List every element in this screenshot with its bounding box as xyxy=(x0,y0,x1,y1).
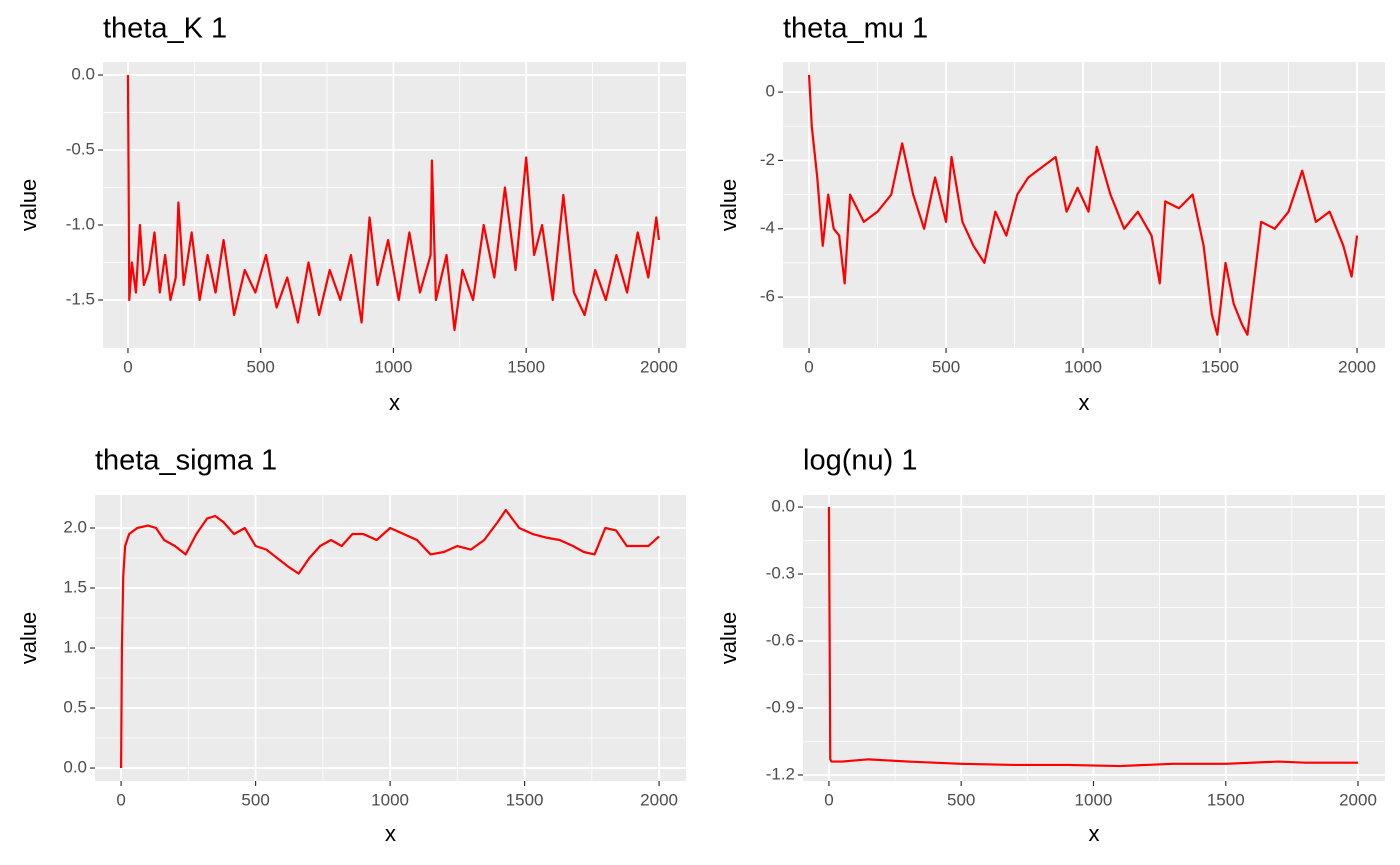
x-tick-label: 500 xyxy=(247,357,275,376)
plot-background xyxy=(103,62,686,348)
panel: 0 500 1000 1500 2000 -1.2 -0.9 -0.6 -0.3 0.0 log(n… xyxy=(716,445,1385,846)
x-axis-title: x xyxy=(385,821,396,846)
y-tick-label: 0.0 xyxy=(771,497,795,516)
x-tick-label: 2000 xyxy=(1338,357,1376,376)
x-tick-label: 1000 xyxy=(1064,357,1102,376)
x-tick-label: 500 xyxy=(241,790,269,809)
panel: 0 500 1000 1500 2000 0.0 0.5 1.0 1.5 2.0 theta_sig… xyxy=(16,445,686,846)
y-tick-label: -0.6 xyxy=(766,630,795,649)
panel-title: theta_mu 1 xyxy=(783,13,928,45)
y-tick-label: -1.2 xyxy=(766,764,795,783)
x-tick-label: 1000 xyxy=(371,790,409,809)
y-tick-label: 0 xyxy=(766,82,775,101)
panel-title: log(nu) 1 xyxy=(803,445,917,477)
y-axis-title: value xyxy=(716,612,741,665)
panel: 0 500 1000 1500 2000 -6 -4 -2 0 theta_mu 1 x value xyxy=(716,13,1385,415)
y-tick-label: -2 xyxy=(760,150,775,169)
x-tick-label: 1500 xyxy=(1201,357,1239,376)
trace-line xyxy=(126,75,661,332)
x-tick-label: 0 xyxy=(804,357,813,376)
x-tick-label: 0 xyxy=(123,357,132,376)
y-axis-title: value xyxy=(716,179,741,232)
x-tick-label: 2000 xyxy=(640,357,678,376)
y-tick-label: -0.3 xyxy=(766,564,795,583)
x-tick-label: 500 xyxy=(947,790,975,809)
y-axis-title: value xyxy=(16,612,41,665)
x-tick-label: 0 xyxy=(116,790,125,809)
x-tick-label: 1500 xyxy=(506,790,544,809)
y-tick-label: 0.5 xyxy=(63,698,87,717)
y-tick-label: -0.5 xyxy=(66,140,95,159)
y-tick-label: -1.5 xyxy=(66,289,95,308)
plot-background xyxy=(783,62,1385,348)
x-tick-label: 2000 xyxy=(640,790,678,809)
x-tick-label: 1000 xyxy=(1075,790,1113,809)
y-tick-label: 1.0 xyxy=(63,638,87,657)
y-tick-label: -6 xyxy=(760,287,775,306)
x-axis-title: x xyxy=(1079,390,1090,415)
x-tick-label: 2000 xyxy=(1339,790,1377,809)
x-tick-label: 1500 xyxy=(507,357,545,376)
y-tick-label: 0.0 xyxy=(71,65,95,84)
y-tick-label: 2.0 xyxy=(63,517,87,536)
x-tick-label: 0 xyxy=(824,790,833,809)
trace-line xyxy=(807,74,1359,336)
panel-title: theta_K 1 xyxy=(103,13,227,45)
x-tick-label: 1500 xyxy=(1207,790,1245,809)
panel: 0 500 1000 1500 2000 -1.5 -1.0 -0.5 0.0 theta_K 1… xyxy=(16,13,686,415)
trace-line xyxy=(827,507,1359,768)
y-tick-label: 1.5 xyxy=(63,577,87,596)
x-tick-label: 500 xyxy=(932,357,960,376)
y-tick-label: -1.0 xyxy=(66,215,95,234)
x-tick-label: 1000 xyxy=(375,357,413,376)
panel-title: theta_sigma 1 xyxy=(95,445,277,477)
y-axis-title: value xyxy=(16,179,41,232)
y-tick-label: -4 xyxy=(760,218,775,237)
x-axis-title: x xyxy=(389,390,400,415)
y-tick-label: 0.0 xyxy=(63,758,87,777)
y-tick-label: -0.9 xyxy=(766,697,795,716)
trace-line xyxy=(119,508,660,769)
x-axis-title: x xyxy=(1089,821,1100,846)
